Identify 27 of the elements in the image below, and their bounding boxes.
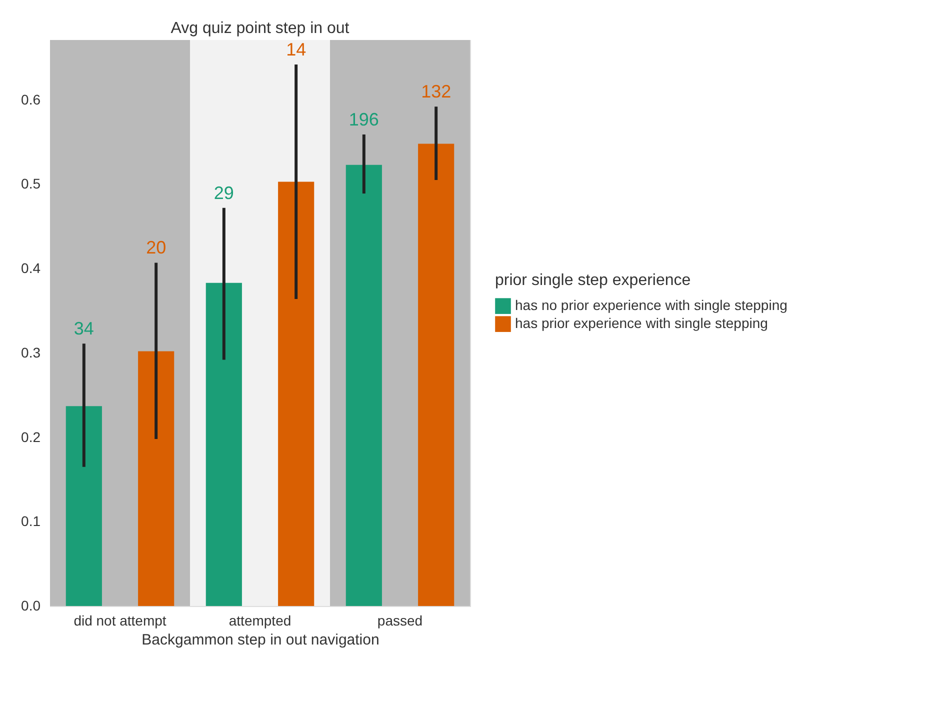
x-axis-title: Backgammon step in out navigation: [142, 632, 380, 648]
y-tick-label: 0.5: [21, 176, 41, 192]
y-tick-label: 0.4: [21, 260, 41, 276]
y-tick-label: 0.6: [21, 91, 41, 108]
legend-label: has prior experience with single stepping: [515, 315, 768, 332]
bar: [418, 144, 454, 606]
y-tick-label: 0.1: [21, 513, 41, 530]
y-tick-label: 0.2: [21, 428, 41, 445]
annotation: 14: [286, 39, 306, 60]
annotation: 20: [146, 238, 166, 258]
annotation: 29: [214, 182, 234, 203]
bar: [206, 282, 242, 606]
annotation: 196: [348, 109, 379, 130]
x-tick-label: passed: [377, 612, 423, 628]
bar: [66, 406, 102, 606]
legend-title: prior single step experience: [495, 272, 691, 290]
x-tick-label: attempted: [228, 612, 292, 628]
annotation: 34: [74, 318, 94, 339]
legend-label: has no prior experience with single stepping: [515, 297, 788, 314]
annotation: 132: [421, 82, 452, 102]
y-tick-label: 0.3: [21, 344, 41, 360]
bar: [278, 182, 314, 606]
x-tick-label: did not attempt: [74, 612, 166, 628]
chart-title: Avg quiz point step in out: [170, 20, 350, 37]
bar: [138, 351, 174, 606]
bar: [346, 164, 382, 606]
y-tick-label: 0.0: [21, 598, 41, 614]
